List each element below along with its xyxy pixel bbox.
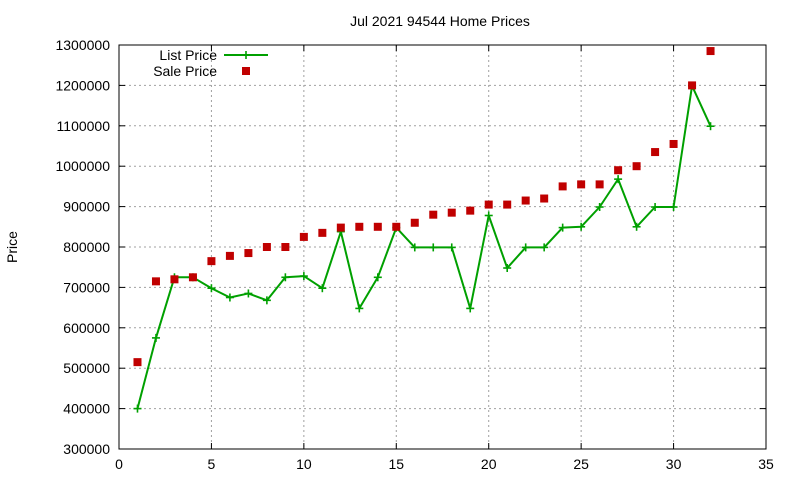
list-price-point — [225, 293, 234, 302]
x-tick-label: 5 — [208, 456, 216, 472]
sale-price-point — [521, 196, 530, 205]
list-price-point — [373, 273, 382, 282]
y-tick-label: 1200000 — [55, 77, 110, 93]
list-price-point — [429, 243, 438, 252]
legend: List Price Sale Price — [153, 47, 268, 79]
list-price-point — [133, 404, 142, 413]
sale-price-point — [373, 222, 382, 231]
list-price-point — [207, 284, 216, 293]
y-tick-label: 400000 — [63, 401, 110, 417]
list-price-point — [410, 243, 419, 252]
y-axis-title: Price — [4, 231, 20, 263]
list-price-point — [558, 223, 567, 232]
y-tick-label: 1100000 — [57, 118, 111, 134]
y-tick-label: 500000 — [63, 360, 110, 376]
sale-price-point — [632, 162, 641, 171]
axes: 0 5 10 15 20 25 30 35 300000 400000 500000 600000 70… — [55, 37, 774, 472]
y-tick-label: 300000 — [63, 441, 110, 457]
list-price-point — [484, 211, 493, 220]
sale-price-point — [336, 223, 345, 232]
list-price-point — [632, 222, 641, 231]
x-tick-label: 20 — [481, 456, 497, 472]
y-tick-label: 1300000 — [55, 37, 110, 53]
sale-price-point — [595, 180, 604, 189]
sale-price-point — [614, 166, 623, 175]
list-price-point — [466, 304, 475, 313]
list-price-point — [299, 272, 308, 281]
y-tick-label: 600000 — [63, 320, 110, 336]
sale-price-point — [651, 148, 660, 157]
list-price-point — [262, 296, 271, 305]
legend-swatch-sale-price — [242, 67, 250, 75]
sale-price-point — [429, 210, 438, 219]
sale-price-point — [669, 139, 678, 148]
sale-price-point — [466, 206, 475, 215]
list-price-point — [318, 284, 327, 293]
x-tick-label: 0 — [115, 456, 123, 472]
list-price-point — [503, 264, 512, 273]
x-tick-label: 35 — [758, 456, 774, 472]
sale-price-point — [262, 243, 271, 251]
legend-label-sale-price: Sale Price — [153, 63, 217, 79]
sale-price-point — [281, 243, 290, 251]
data-series — [133, 47, 715, 413]
list-price-point — [595, 203, 604, 212]
grid-lines — [119, 45, 766, 449]
list-price-point — [614, 175, 623, 184]
sale-price-point — [706, 47, 715, 56]
sale-price-point — [170, 275, 179, 284]
sale-price-point — [577, 180, 586, 189]
sale-price-point — [355, 222, 364, 231]
sale-price-point — [188, 273, 197, 282]
chart-title: Jul 2021 94544 Home Prices — [350, 13, 530, 29]
x-tick-label: 10 — [296, 456, 312, 472]
y-tick-label: 900000 — [63, 199, 110, 215]
list-price-point — [521, 243, 530, 252]
sale-price-point — [558, 182, 567, 191]
sale-price-point — [484, 200, 493, 209]
x-tick-label: 15 — [388, 456, 404, 472]
x-tick-label: 30 — [666, 456, 682, 472]
list-price-point — [540, 243, 549, 252]
list-price-point — [151, 333, 160, 342]
sale-price-point — [151, 277, 160, 286]
list-price-point — [651, 203, 660, 212]
sale-price-point — [207, 257, 216, 266]
sale-price-point — [318, 228, 327, 237]
sale-price-point — [540, 194, 549, 203]
sale-price-point — [447, 208, 456, 217]
sale-price-point — [133, 358, 142, 367]
list-price-point — [447, 243, 456, 252]
sale-price-point — [503, 200, 512, 209]
sale-price-point — [244, 249, 253, 258]
legend-list-price-marker — [242, 51, 250, 59]
list-price-point — [355, 304, 364, 313]
sale-price-point — [392, 222, 401, 231]
legend-sale-price-marker — [242, 67, 250, 75]
list-price-point — [706, 122, 715, 131]
y-tick-label: 700000 — [63, 279, 110, 295]
legend-label-list-price: List Price — [159, 47, 217, 63]
y-tick-label: 800000 — [63, 239, 110, 255]
list-price-point — [281, 273, 290, 282]
list-price-point — [669, 203, 678, 212]
sale-price-point — [299, 232, 308, 241]
list-price-point — [244, 289, 253, 298]
y-tick-label: 1000000 — [55, 158, 110, 174]
sale-price-point — [688, 81, 697, 90]
sale-price-point — [225, 251, 234, 260]
x-tick-label: 25 — [573, 456, 589, 472]
sale-price-point — [410, 218, 419, 227]
legend-swatch-list-price — [224, 51, 268, 59]
list-price-point — [577, 222, 586, 231]
